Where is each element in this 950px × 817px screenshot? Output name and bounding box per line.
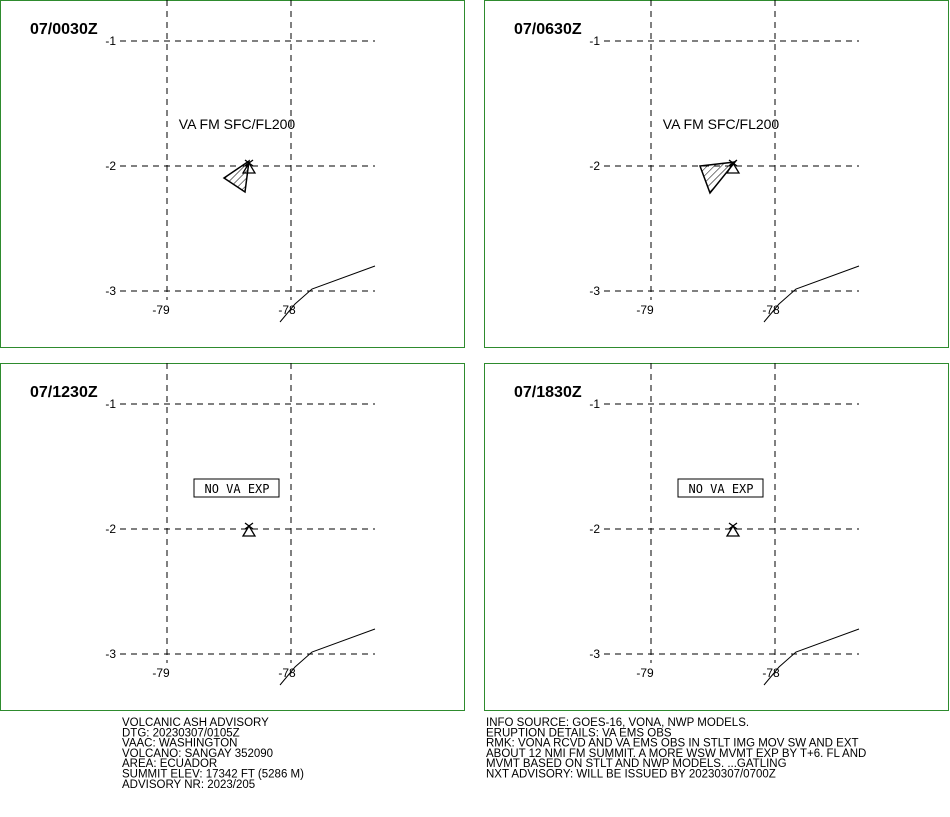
map-panel: -1 -2 -3 -79 -78 07/0030Z VA FM SFC/FL200 <box>0 0 465 348</box>
no-ash-box <box>193 478 280 498</box>
advisory-line: ABOUT 12 NMI FM SUMMIT. A MORE WSW MVMT … <box>486 748 866 760</box>
advisory-line: NXT ADVISORY: WILL BE ISSUED BY 20230307… <box>486 769 776 781</box>
no-ash-label: NO VA EXP <box>688 482 753 496</box>
panel-border <box>0 363 465 711</box>
volcano-symbol <box>725 522 741 537</box>
lat-label: -2 <box>589 159 600 173</box>
lat-label: -3 <box>105 647 116 661</box>
lat-label: -2 <box>589 522 600 536</box>
lat-label: -2 <box>105 159 116 173</box>
coastline <box>279 628 376 686</box>
lat-label: -1 <box>105 397 116 411</box>
lat-label: -3 <box>589 284 600 298</box>
volcano-symbol <box>241 522 257 537</box>
coastline <box>279 265 376 323</box>
advisory-line: DTG: 20230307/0105Z <box>122 727 240 739</box>
no-ash-label: NO VA EXP <box>204 482 269 496</box>
lon-label: -78 <box>762 666 780 680</box>
ash-label: VA FM SFC/FL200 <box>663 116 780 132</box>
lon-label: -79 <box>152 666 170 680</box>
ash-area <box>222 159 250 194</box>
lat-label: -2 <box>105 522 116 536</box>
advisory-line: ADVISORY NR: 2023/205 <box>122 779 255 791</box>
coastline <box>763 628 860 686</box>
lat-label: -1 <box>105 34 116 48</box>
lon-label: -79 <box>636 666 654 680</box>
advisory-line: VOLCANO: SANGAY 352090 <box>122 748 273 760</box>
panel-title: 07/1830Z <box>514 384 582 401</box>
lon-label: -79 <box>636 303 654 317</box>
advisory-line: VOLCANIC ASH ADVISORY <box>122 717 269 729</box>
advisory-line: AREA: ECUADOR <box>122 758 217 770</box>
advisory-line: MVMT BASED ON STLT AND NWP MODELS. ...GA… <box>486 758 787 770</box>
advisory-line: SUMMIT ELEV: 17342 FT (5286 M) <box>122 769 304 781</box>
lat-label: -1 <box>589 34 600 48</box>
lat-label: -3 <box>105 284 116 298</box>
panel-border <box>484 363 949 711</box>
lon-label: -78 <box>278 666 296 680</box>
panel-title: 07/1230Z <box>30 384 98 401</box>
map-panel: -1 -2 -3 -79 -78 07/1830Z NO VA EXP <box>484 363 949 711</box>
advisory-line: RMK: VONA RCVD AND VA EMS OBS IN STLT IM… <box>486 738 859 750</box>
panel-title: 07/0030Z <box>30 21 98 38</box>
panel-border <box>484 0 949 348</box>
coastline <box>763 265 860 323</box>
lon-label: -78 <box>762 303 780 317</box>
ash-label: VA FM SFC/FL200 <box>179 116 296 132</box>
map-panel: -1 -2 -3 -79 -78 07/0630Z VA FM SFC/FL200 <box>484 0 949 348</box>
advisory-line: INFO SOURCE: GOES-16, VONA, NWP MODELS. <box>486 717 749 729</box>
ash-area <box>698 161 737 195</box>
map-panel: -1 -2 -3 -79 -78 07/1230Z NO VA EXP <box>0 363 465 711</box>
panel-title: 07/0630Z <box>514 21 582 38</box>
advisory-line: ERUPTION DETAILS: VA EMS OBS <box>486 727 672 739</box>
no-ash-box <box>677 478 764 498</box>
lat-label: -1 <box>589 397 600 411</box>
lat-label: -3 <box>589 647 600 661</box>
lon-label: -78 <box>278 303 296 317</box>
panel-border <box>0 0 465 348</box>
lon-label: -79 <box>152 303 170 317</box>
advisory-line: VAAC: WASHINGTON <box>122 738 237 750</box>
